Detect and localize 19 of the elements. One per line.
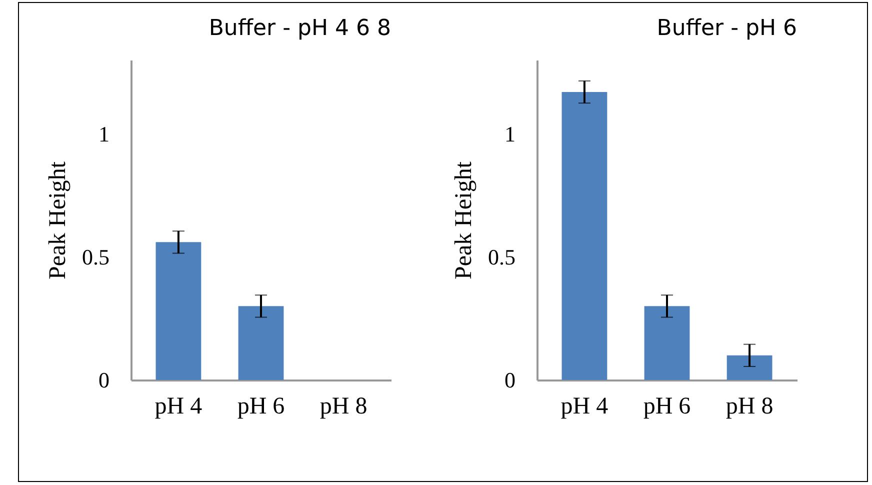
y-tick-label: 0.5 — [82, 244, 110, 270]
y-tick-label: 0.5 — [488, 244, 516, 270]
chart-title: Buffer - pH 4 6 8 — [208, 16, 391, 41]
chart-title: Buffer - pH 6 — [656, 16, 797, 41]
y-tick-label: 0 — [98, 368, 110, 392]
x-tick-label: pH 6 — [643, 394, 691, 420]
y-tick-label: 1 — [98, 121, 110, 146]
x-tick-label: pH 8 — [320, 394, 368, 420]
x-tick-label: pH 8 — [726, 394, 774, 420]
x-tick-label: pH 4 — [154, 394, 202, 420]
x-tick-label: pH 4 — [560, 394, 608, 420]
x-tick-label: pH 6 — [237, 394, 285, 420]
bar — [562, 92, 608, 380]
y-tick-label: 1 — [504, 121, 516, 146]
y-axis-title: Peak Height — [45, 161, 71, 280]
y-axis-title: Peak Height — [451, 161, 477, 280]
y-tick-label: 0 — [504, 368, 516, 392]
bar — [644, 306, 690, 380]
bar — [726, 355, 772, 380]
